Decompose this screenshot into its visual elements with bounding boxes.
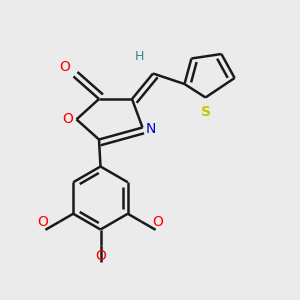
Text: N: N — [146, 122, 157, 136]
Text: O: O — [59, 60, 70, 74]
Text: O: O — [38, 214, 48, 229]
Text: H: H — [135, 50, 144, 63]
Text: O: O — [95, 249, 106, 263]
Text: S: S — [201, 105, 211, 119]
Text: O: O — [62, 112, 73, 126]
Text: O: O — [153, 214, 164, 229]
